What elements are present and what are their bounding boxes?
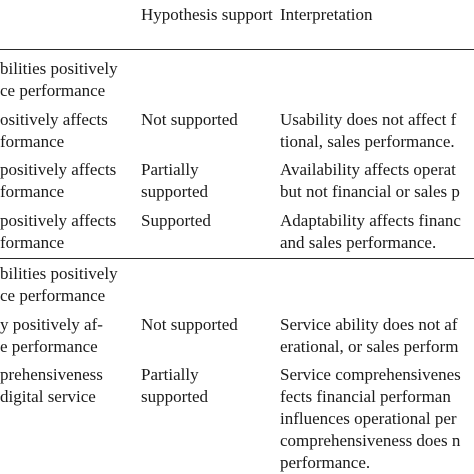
support-cell: Partially supported	[141, 159, 208, 203]
support-line: supported	[141, 182, 209, 201]
interpretation-line: tional, sales performance.	[280, 132, 455, 151]
interpretation-cell: Usability does not affect f tional, sale…	[280, 109, 456, 153]
hypothesis-line: ositively affects	[0, 110, 108, 129]
hypothesis-line: formance	[0, 233, 65, 252]
hypothesis-line: formance	[0, 132, 65, 151]
hypothesis-cell: ositively affects formance	[0, 109, 108, 153]
header-hypothesis-support: Hypothesis support	[141, 4, 273, 26]
interpretation-line: but not financial or sales p	[280, 182, 460, 201]
interpretation-line: Adaptability affects financ	[280, 211, 461, 230]
hypothesis-line: formance	[0, 182, 65, 201]
support-cell: Supported	[141, 210, 211, 232]
hypothesis-line: e performance	[0, 337, 98, 356]
interpretation-line: Availability affects operat	[280, 160, 456, 179]
interpretation-cell: Service comprehensivenes fects financial…	[280, 364, 461, 474]
hypothesis-cell: positively affects formance	[0, 210, 116, 254]
interpretation-line: influences operational per	[280, 409, 457, 428]
hypothesis-line: positively affects	[0, 211, 117, 230]
support-line: Partially	[141, 160, 199, 179]
section-heading-line: bilities positively	[0, 59, 118, 78]
interpretation-line: erational, or sales perform	[280, 337, 459, 356]
hypothesis-line: positively affects	[0, 160, 117, 179]
interpretation-line: and sales performance.	[280, 233, 437, 252]
support-line: Partially	[141, 365, 199, 384]
interpretation-line: Usability does not affect f	[280, 110, 457, 129]
section-heading-line: bilities positively	[0, 264, 118, 283]
interpretation-cell: Adaptability affects financ and sales pe…	[280, 210, 461, 254]
support-cell: Not supported	[141, 109, 238, 131]
header-line: Hypothesis	[141, 5, 218, 24]
header-line: support	[221, 5, 273, 24]
support-line: Not supported	[141, 110, 238, 129]
interpretation-line: Service comprehensivenes	[280, 365, 461, 384]
header-rule	[0, 49, 474, 50]
interpretation-line: performance.	[280, 453, 371, 472]
support-cell: Not supported	[141, 314, 238, 336]
header-interpretation: Interpretation	[280, 4, 373, 26]
interpretation-cell: Availability affects operat but not fina…	[280, 159, 460, 203]
hypothesis-line: prehensiveness	[0, 365, 103, 384]
support-cell: Partially supported	[141, 364, 208, 408]
interpretation-line: Service ability does not af	[280, 315, 458, 334]
section-heading: bilities positively ce performance	[0, 263, 118, 307]
hypothesis-line: y positively af-	[0, 315, 103, 334]
interpretation-cell: Service ability does not af erational, o…	[280, 314, 458, 358]
hypothesis-cell: y positively af- e performance	[0, 314, 103, 358]
section-heading-line: ce performance	[0, 81, 106, 100]
hypothesis-cell: positively affects formance	[0, 159, 116, 203]
hypothesis-cell: prehensiveness digital service	[0, 364, 103, 408]
support-line: supported	[141, 387, 209, 406]
section-heading-line: ce performance	[0, 286, 106, 305]
interpretation-line: comprehensiveness does n	[280, 431, 461, 450]
support-line: Not supported	[141, 315, 238, 334]
interpretation-line: fects financial performan	[280, 387, 451, 406]
header-line: Interpretation	[280, 5, 373, 24]
section-rule	[0, 258, 474, 259]
hypothesis-line: digital service	[0, 387, 96, 406]
support-line: Supported	[141, 211, 211, 230]
section-heading: bilities positively ce performance	[0, 58, 118, 102]
